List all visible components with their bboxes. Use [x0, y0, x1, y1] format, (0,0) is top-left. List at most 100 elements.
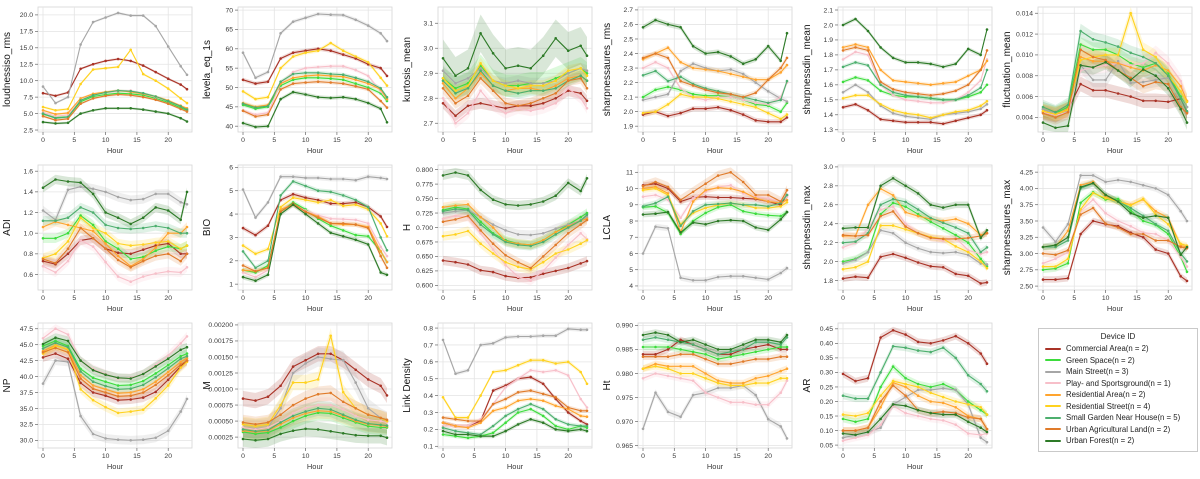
- y-axis-label: fluctuation_mean: [1002, 31, 1013, 107]
- y-tick-label: 2.7: [424, 121, 434, 128]
- y-tick-label: 2.0: [824, 22, 834, 29]
- grid-lines: [1038, 165, 1192, 290]
- axis-ticks: 0.6 0.8 1.0 1.2 1.4 1.6 0 5 10 15 20: [24, 168, 173, 302]
- y-tick-label: 2.4: [824, 221, 834, 228]
- x-tick-label: 0: [841, 295, 845, 302]
- chart-cell-m: 0.00025 0.00050 0.00075 0.00100 0.00125 0.001…: [200, 316, 400, 474]
- series-urban-agricultural-land: [241, 80, 389, 118]
- series-urban-agricultural-land: [641, 52, 789, 99]
- plot-sharpnessdin-mean: 1.3 1.4 1.5 1.6 1.7 1.8 1.9 2.0 2.1 0 5 10 15 20 Hour s…: [802, 6, 993, 155]
- y-axis-label: kurtosis_mean: [402, 37, 413, 102]
- y-tick-label: 0.990: [616, 323, 633, 330]
- series-commercial-area: [241, 47, 389, 85]
- x-tick-label: 10: [102, 295, 110, 302]
- y-axis-label: M: [202, 381, 213, 389]
- series-residential-street: [641, 365, 789, 387]
- y-tick-label: 0.35: [820, 355, 833, 362]
- series-main-street: [241, 12, 389, 80]
- x-tick-label: 10: [102, 453, 110, 460]
- y-tick-label: 4: [629, 283, 633, 290]
- series-main-street: [841, 83, 989, 121]
- y-tick-label: 2.0: [824, 259, 834, 266]
- y-tick-label: 0.800: [416, 167, 433, 174]
- y-tick-label: 2.5: [624, 36, 634, 43]
- series-small-garden-near-house: [841, 345, 989, 400]
- y-tick-label: 4.25: [1020, 169, 1033, 176]
- y-tick-label: 2.9: [424, 71, 434, 78]
- plot-h: 0.600 0.625 0.650 0.675 0.700 0.725 0.750 0.775…: [402, 164, 593, 313]
- series-urban-forest: [1041, 60, 1189, 130]
- chart-cell-ar: 0.05 0.10 0.15 0.20 0.25 0.30 0.35 0.40 0.45 0 5 10…: [800, 316, 1000, 474]
- x-tick-label: 10: [502, 453, 510, 460]
- x-tick-label: 0: [41, 295, 45, 302]
- series-main-street: [41, 11, 189, 105]
- y-tick-label: 2.1: [624, 94, 634, 101]
- series-small-garden-near-house: [641, 69, 789, 105]
- series-play-and-sportsground: [241, 403, 389, 431]
- x-axis-label: Hour: [707, 462, 724, 471]
- x-axis-label: Hour: [107, 304, 124, 313]
- y-tick-label: 7: [629, 235, 633, 242]
- series-urban-forest: [41, 336, 189, 380]
- y-tick-label: 7.5: [24, 94, 34, 101]
- x-axis-label: Hour: [307, 146, 324, 155]
- legend-item-urban-agricultural-land: Urban Agricultural Land(n = 2): [1045, 424, 1191, 436]
- plot-ar: 0.05 0.10 0.15 0.20 0.25 0.30 0.35 0.40 0.45 0 5 10…: [802, 322, 993, 471]
- series-small-garden-near-house: [641, 336, 789, 356]
- y-tick-label: 2.5: [24, 127, 34, 134]
- y-tick-label: 2.7: [624, 7, 634, 14]
- chart-cell-sharpnessaures-max: 2.50 2.75 3.00 3.25 3.50 3.75 4.00 4.25 0 5 10 15 20…: [1000, 158, 1200, 316]
- y-axis-label: sharpnessdin_mean: [802, 24, 813, 114]
- x-tick-label: 20: [764, 137, 772, 144]
- y-tick-label: 3.0: [824, 164, 834, 171]
- x-tick-label: 15: [733, 453, 741, 460]
- plot-levela-eq-1s: 40 45 50 55 60 65 70 0 5 10 15 20 Hour levela_eq_1s: [202, 6, 393, 155]
- legend-line-swatch-icon: [1045, 439, 1061, 442]
- x-tick-label: 0: [441, 137, 445, 144]
- series-urban-agricultural-land: [41, 226, 189, 269]
- y-axis-label: sharpnessaures_rms: [602, 23, 613, 116]
- grid-lines: [38, 165, 192, 290]
- plot-frame: [37, 6, 193, 133]
- x-axis-label: Hour: [707, 304, 724, 313]
- plot-bio: 1 2 3 4 5 6 0 5 10 15 20 Hour BIO: [202, 164, 393, 313]
- legend-line-swatch-icon: [1045, 382, 1061, 385]
- axis-ticks: 0.600 0.625 0.650 0.675 0.700 0.725 0.750 0.775…: [416, 167, 572, 302]
- y-tick-label: 1.4: [824, 112, 834, 119]
- x-tick-label: 15: [333, 137, 341, 144]
- x-tick-label: 10: [902, 137, 910, 144]
- x-tick-label: 5: [672, 295, 676, 302]
- x-tick-label: 5: [72, 453, 76, 460]
- y-tick-label: 0.985: [616, 347, 633, 354]
- series-small-garden-near-house: [641, 193, 789, 228]
- y-tick-label: 1.4: [24, 189, 34, 196]
- y-tick-label: 0.965: [616, 443, 633, 450]
- axis-ticks: 0.965 0.970 0.975 0.980 0.985 0.990 0 5 10 15 20: [616, 323, 772, 460]
- plot-frame: [237, 322, 393, 449]
- series-residential-area: [641, 362, 789, 385]
- series-small-garden-near-house: [41, 89, 189, 120]
- y-tick-label: 65: [225, 27, 233, 34]
- axis-ticks: 0.05 0.10 0.15 0.20 0.25 0.30 0.35 0.40 0.45 0 5 10…: [820, 326, 972, 460]
- y-tick-label: 1.6: [824, 82, 834, 89]
- y-tick-label: 1.6: [24, 168, 34, 175]
- series-urban-forest: [641, 18, 789, 65]
- axis-ticks: 0.1 0.2 0.3 0.4 0.5 0.6 0.7 0.8 0 5 10 15 20: [424, 325, 573, 460]
- series-small-garden-near-house: [241, 407, 389, 433]
- series-small-garden-near-house: [41, 341, 189, 391]
- series-commercial-area: [841, 252, 989, 285]
- plot-kurtosis-mean: 2.7 2.8 2.9 3.0 3.1 0 5 10 15 20 Hour kurtosis_mean: [402, 6, 593, 155]
- series-play-and-sportsground: [241, 64, 389, 116]
- x-axis-label: Hour: [507, 304, 524, 313]
- series-play-and-sportsground: [441, 87, 589, 125]
- series-commercial-area: [1041, 219, 1189, 283]
- x-tick-label: 20: [1164, 137, 1172, 144]
- legend-item-label: Urban Agricultural Land(n = 2): [1066, 424, 1171, 434]
- y-tick-label: 3.0: [424, 46, 434, 53]
- x-axis-label: Hour: [107, 146, 124, 155]
- x-tick-label: 10: [302, 295, 310, 302]
- series-urban-agricultural-land: [441, 214, 589, 270]
- series-main-street: [1041, 174, 1189, 244]
- x-tick-label: 5: [672, 453, 676, 460]
- series-main-street: [241, 175, 389, 219]
